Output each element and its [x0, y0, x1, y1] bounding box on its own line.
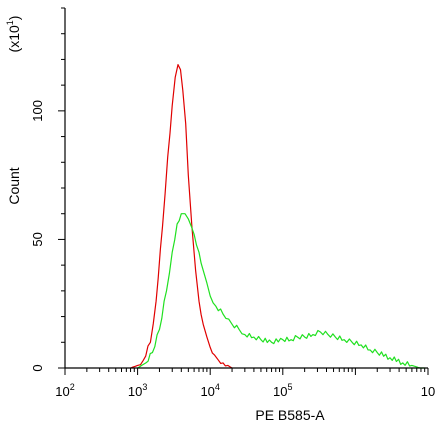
x-tick-label: 104	[200, 382, 219, 399]
y-tick-label: 100	[30, 100, 45, 122]
series-layer	[130, 63, 425, 369]
x-tick-label: 102	[55, 382, 74, 399]
series-line-1	[137, 213, 425, 369]
x-tick-label: 105	[273, 382, 292, 399]
x-tick-label: 10	[421, 384, 435, 399]
y-tick-label: 0	[30, 364, 45, 371]
y-multiplier-label: (x101)	[5, 16, 22, 53]
x-axis-title: PE B585-A	[255, 407, 325, 423]
x-tick-label: 103	[128, 382, 147, 399]
series-line-0	[130, 63, 233, 369]
y-axis-title: Count	[6, 167, 22, 204]
y-tick-label: 50	[30, 232, 45, 246]
